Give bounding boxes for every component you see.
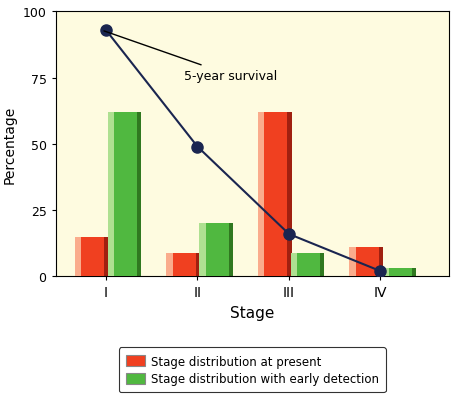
Bar xyxy=(291,253,297,277)
Bar xyxy=(166,253,195,277)
Bar xyxy=(350,248,379,277)
Bar xyxy=(108,113,137,277)
X-axis label: Stage: Stage xyxy=(230,305,275,320)
Legend: Stage distribution at present, Stage distribution with early detection: Stage distribution at present, Stage dis… xyxy=(119,348,386,392)
Bar xyxy=(75,237,104,277)
Y-axis label: Percentage: Percentage xyxy=(3,105,17,184)
Bar xyxy=(258,113,287,277)
Bar xyxy=(108,113,114,277)
Bar xyxy=(258,113,264,277)
Bar xyxy=(382,269,389,277)
Bar xyxy=(379,248,383,277)
Bar xyxy=(199,224,206,277)
Bar xyxy=(137,113,141,277)
Bar xyxy=(287,113,292,277)
Bar xyxy=(320,253,325,277)
Bar xyxy=(382,269,412,277)
Bar xyxy=(350,248,356,277)
Bar xyxy=(199,224,229,277)
Bar xyxy=(412,269,416,277)
Bar xyxy=(75,237,81,277)
Bar xyxy=(104,237,108,277)
Bar xyxy=(166,253,173,277)
Bar xyxy=(229,224,233,277)
Text: 5-year survival: 5-year survival xyxy=(104,32,277,82)
Bar xyxy=(291,253,320,277)
Bar xyxy=(195,253,200,277)
